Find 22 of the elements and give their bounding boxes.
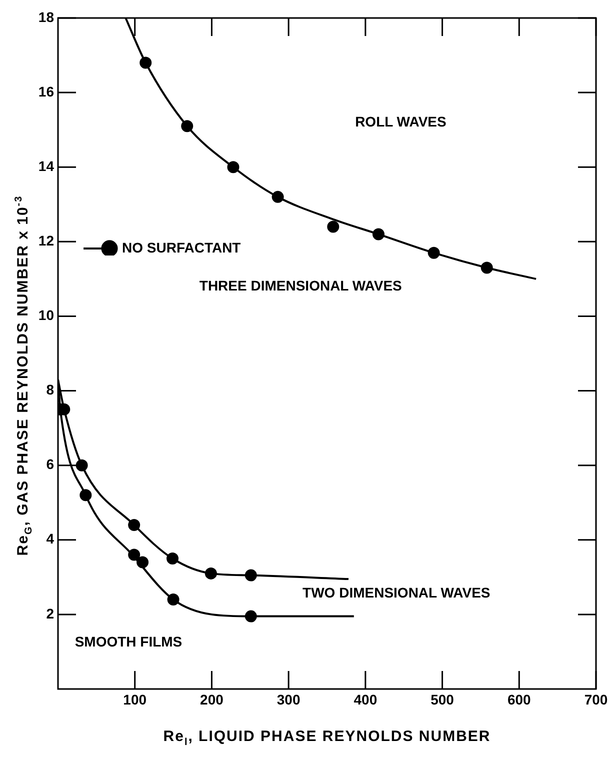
x-tick-label: 600 xyxy=(507,691,532,708)
y-tick-label: 10 xyxy=(38,307,54,324)
y-tick-label: 14 xyxy=(38,158,54,174)
x-tick-label: 400 xyxy=(354,691,378,708)
x-tick-label: 700 xyxy=(584,691,608,708)
annotation: ROLL WAVES xyxy=(355,114,446,130)
annotation: TWO DIMENSIONAL WAVES xyxy=(302,584,490,601)
legend-label: NO SURFACTANT xyxy=(122,239,242,256)
y-tick-label: 4 xyxy=(46,530,54,547)
y-tick-label: 6 xyxy=(46,456,54,472)
y-tick-label: 2 xyxy=(46,605,54,622)
annotation: THREE DIMENSIONAL WAVES xyxy=(199,277,402,294)
y-tick-label: 16 xyxy=(38,83,54,100)
y-tick-label: 8 xyxy=(46,382,54,398)
x-tick-label: 500 xyxy=(430,691,454,708)
annotation: SMOOTH FILMS xyxy=(74,634,182,650)
x-tick-label: 100 xyxy=(123,691,147,708)
x-tick-label: 300 xyxy=(276,691,300,708)
y-tick-label: 12 xyxy=(38,232,54,249)
y-tick-label: 18 xyxy=(38,8,54,25)
x-tick-label: 200 xyxy=(200,691,224,708)
x-axis-title: Re$_{l}$, LIQUID PHASE REYNOLDS NUMBER xyxy=(162,728,492,748)
